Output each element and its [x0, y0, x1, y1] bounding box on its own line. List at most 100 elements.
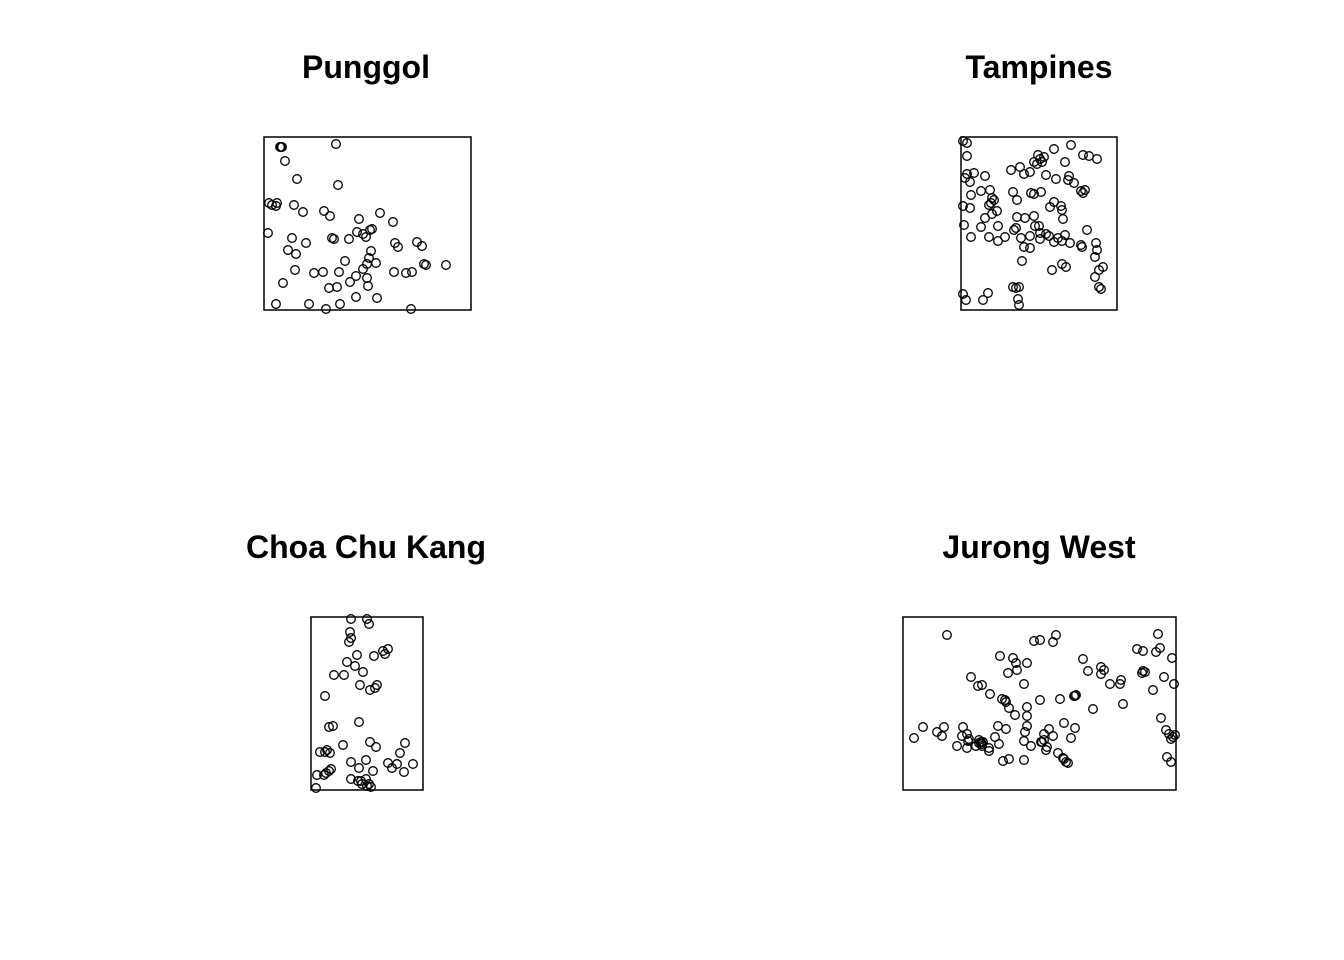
data-point	[371, 258, 381, 268]
data-point	[388, 217, 398, 227]
data-point	[1036, 187, 1046, 197]
data-point	[971, 741, 981, 751]
data-point	[952, 741, 962, 751]
data-point	[320, 691, 330, 701]
data-point	[1019, 679, 1029, 689]
data-point	[962, 138, 972, 148]
data-point	[369, 651, 379, 661]
data-point	[1001, 724, 1011, 734]
data-point	[312, 770, 322, 780]
data-point	[357, 779, 367, 789]
data-point	[1082, 225, 1092, 235]
data-point	[1138, 666, 1148, 676]
data-point	[351, 292, 361, 302]
data-point	[399, 767, 409, 777]
data-point	[1029, 189, 1039, 199]
data-point	[378, 646, 388, 656]
data-point	[1001, 697, 1011, 707]
data-point	[1065, 238, 1075, 248]
data-point	[1035, 234, 1045, 244]
data-point	[301, 238, 311, 248]
data-point	[1105, 679, 1115, 689]
data-point	[973, 681, 983, 691]
data-point	[390, 238, 400, 248]
data-point	[1004, 703, 1014, 713]
data-point	[980, 171, 990, 181]
data-point	[322, 745, 332, 755]
data-point	[1091, 238, 1101, 248]
data-point	[365, 685, 375, 695]
data-point	[1084, 151, 1094, 161]
point-layer	[958, 136, 1108, 310]
data-point	[1053, 748, 1063, 758]
data-point	[345, 277, 355, 287]
data-point	[324, 722, 334, 732]
data-point	[1022, 702, 1032, 712]
data-point	[1076, 186, 1086, 196]
data-point	[993, 221, 1003, 231]
data-point	[962, 743, 972, 753]
data-point	[993, 721, 1003, 731]
data-point	[1061, 262, 1071, 272]
data-point	[1045, 202, 1055, 212]
data-point	[942, 630, 952, 640]
point-layer	[263, 139, 451, 314]
data-point	[961, 295, 971, 305]
data-point	[1060, 157, 1070, 167]
data-point	[1088, 704, 1098, 714]
data-point	[978, 295, 988, 305]
data-point	[380, 649, 390, 659]
data-point	[1070, 723, 1080, 733]
data-point	[1099, 665, 1109, 675]
data-point	[1078, 150, 1088, 160]
data-point	[1025, 231, 1035, 241]
data-point	[1029, 636, 1039, 646]
data-point	[367, 224, 377, 234]
data-point	[345, 627, 355, 637]
data-point	[1063, 758, 1073, 768]
data-point	[1070, 691, 1080, 701]
data-point	[1044, 231, 1054, 241]
data-point	[267, 200, 277, 210]
data-point	[1014, 282, 1024, 292]
data-point	[1166, 757, 1176, 767]
data-point	[985, 185, 995, 195]
data-point	[962, 151, 972, 161]
data-point	[983, 288, 993, 298]
point-layer	[909, 629, 1180, 768]
data-point	[1090, 252, 1100, 262]
data-point	[974, 738, 984, 748]
data-point	[1098, 262, 1108, 272]
data-point	[319, 206, 329, 216]
data-point	[1006, 165, 1016, 175]
data-point	[315, 747, 325, 757]
data-point	[1115, 679, 1125, 689]
data-point	[366, 246, 376, 256]
data-point	[1041, 745, 1051, 755]
data-point	[1019, 169, 1029, 179]
data-point	[1071, 690, 1081, 700]
data-point	[958, 289, 968, 299]
data-point	[1168, 732, 1178, 742]
data-point	[325, 211, 335, 221]
data-point	[966, 672, 976, 682]
data-point	[329, 670, 339, 680]
data-point	[352, 227, 362, 237]
data-point	[1035, 635, 1045, 645]
data-point	[966, 232, 976, 242]
data-point	[1051, 174, 1061, 184]
data-point	[1025, 243, 1035, 253]
data-point	[985, 689, 995, 699]
data-point	[1096, 662, 1106, 672]
data-point	[352, 650, 362, 660]
data-point	[918, 722, 928, 732]
data-point	[1012, 212, 1022, 222]
data-point	[338, 740, 348, 750]
data-point	[965, 177, 975, 187]
data-point	[1094, 282, 1104, 292]
data-point	[959, 220, 969, 230]
data-point	[1013, 294, 1023, 304]
data-point	[342, 657, 352, 667]
data-point	[280, 156, 290, 166]
data-point	[361, 232, 371, 242]
